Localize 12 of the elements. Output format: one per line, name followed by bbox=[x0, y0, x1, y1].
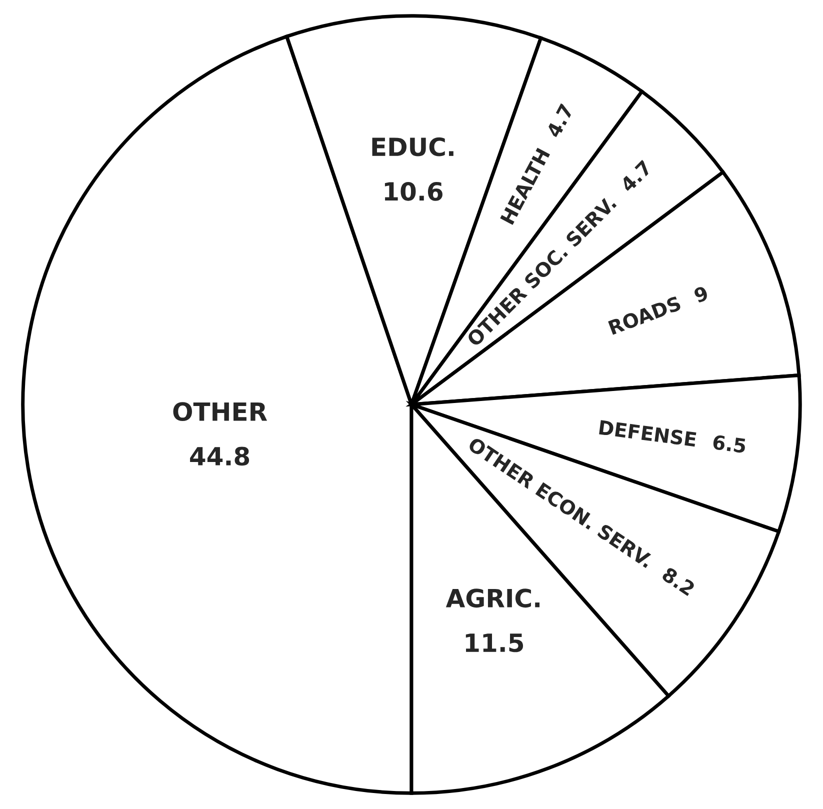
slice-label: EDUC. bbox=[372, 137, 454, 156]
data-label: 8.2 bbox=[661, 566, 696, 596]
slice-label: OTHER bbox=[173, 402, 268, 422]
data-label: 4.7 bbox=[620, 160, 652, 193]
slice-label: AGRIC. bbox=[446, 588, 540, 608]
data-label: 9 bbox=[693, 285, 709, 304]
data-label: 11.5 bbox=[466, 634, 524, 652]
data-label: 6.5 bbox=[712, 434, 746, 454]
data-label: 4.7 bbox=[546, 103, 574, 138]
slice-label: DEFENSE bbox=[599, 420, 696, 447]
data-label: 44.8 bbox=[190, 446, 250, 466]
data-label: 10.6 bbox=[384, 182, 442, 201]
